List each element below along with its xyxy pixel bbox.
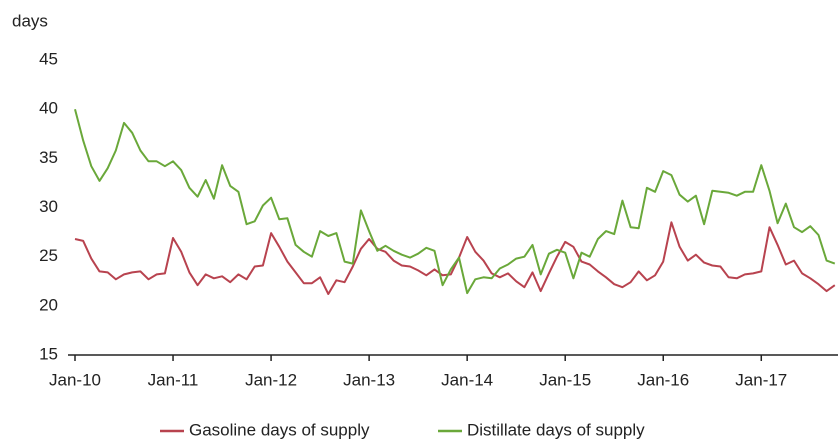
x-tick-label: Jan-15 — [539, 370, 591, 389]
y-tick-label: 40 — [39, 99, 58, 118]
x-tick-label: Jan-17 — [735, 370, 787, 389]
x-tick-label: Jan-11 — [148, 370, 199, 389]
series-line — [74, 221, 836, 295]
y-axis-label: days — [12, 11, 48, 30]
x-tick-label: Jan-14 — [441, 370, 493, 389]
x-tick-label: Jan-12 — [245, 370, 297, 389]
legend-label: Gasoline days of supply — [189, 420, 370, 439]
x-tick-label: Jan-16 — [637, 370, 689, 389]
y-tick-label: 35 — [39, 148, 58, 167]
y-tick-label: 25 — [39, 246, 58, 265]
x-tick-label: Jan-13 — [343, 370, 395, 389]
y-tick-label: 15 — [39, 344, 58, 363]
y-tick-label: 20 — [39, 295, 58, 314]
x-tick-label: Jan-10 — [49, 370, 101, 389]
y-tick-label: 45 — [39, 49, 58, 68]
y-tick-label: 30 — [39, 197, 58, 216]
legend-label: Distillate days of supply — [467, 420, 645, 439]
series-line — [74, 108, 836, 295]
